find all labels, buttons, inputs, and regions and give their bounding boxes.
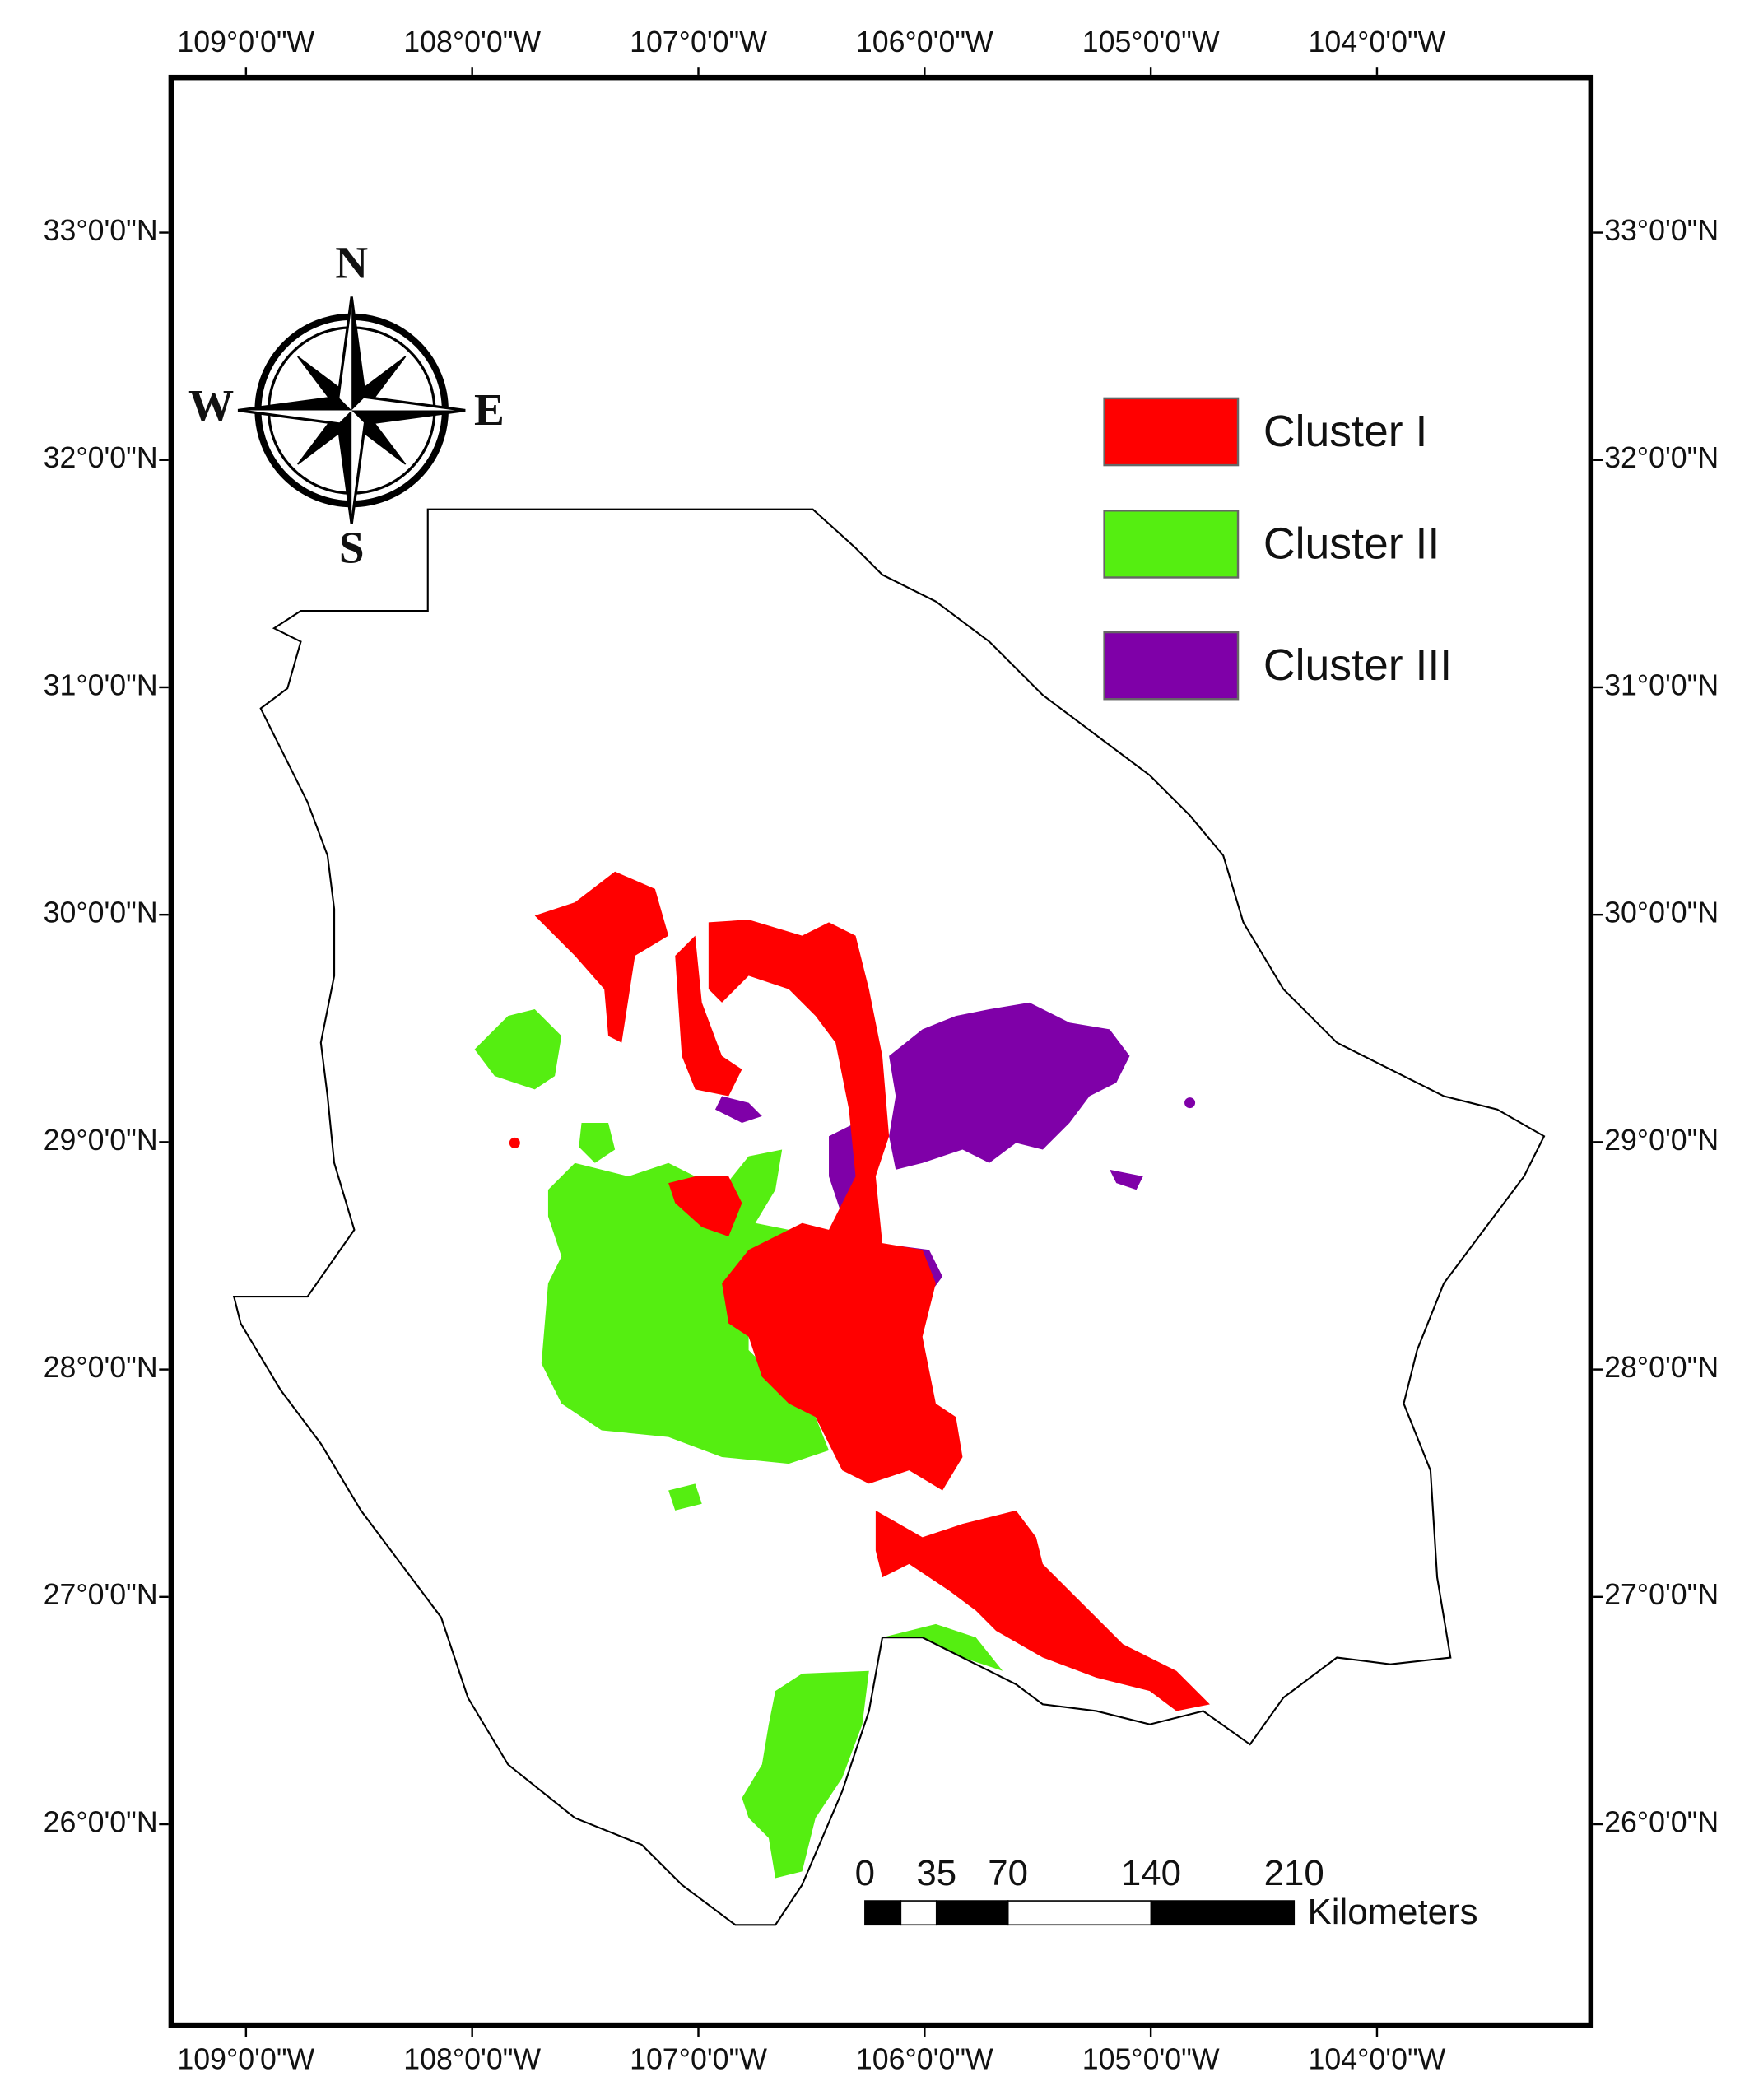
compass-west: W (188, 380, 234, 431)
scale-segment (864, 1900, 902, 1926)
latitude-label: 33°0'0"N (1604, 214, 1719, 247)
cluster-area (668, 1483, 702, 1511)
scale-tick-label: 140 (1121, 1853, 1181, 1893)
legend: Cluster I Cluster II Cluster III (1103, 397, 1452, 701)
cluster-area (875, 1510, 1210, 1711)
cluster-area (579, 1122, 616, 1163)
legend-swatch (1103, 397, 1240, 467)
longitude-label: 107°0'0"W (630, 2042, 767, 2075)
coordinate-labels: 109°0'0"W 109°0'0"W 108°0'0"W 108°0'0"W 107°… (44, 26, 1719, 2075)
latitude-label: 31°0'0"N (1604, 668, 1719, 701)
cluster-area (714, 1096, 762, 1123)
longitude-label: 106°0'0"W (856, 2042, 993, 2075)
compass-south: S (339, 522, 365, 572)
cluster-area (534, 871, 669, 1043)
compass-north: N (335, 237, 368, 287)
legend-swatch (1103, 510, 1240, 579)
latitude-label: 33°0'0"N (44, 214, 158, 247)
longitude-label: 106°0'0"W (856, 26, 993, 58)
longitude-label: 104°0'0"W (1309, 26, 1446, 58)
compass-rose: N S W E (188, 237, 505, 572)
scale-tick-label: 0 (855, 1853, 875, 1893)
latitude-label: 27°0'0"N (44, 1578, 158, 1611)
compass-star (238, 296, 466, 524)
scale-segment (900, 1900, 937, 1926)
cluster-i-areas (509, 871, 1210, 1711)
latitude-label: 26°0'0"N (1604, 1805, 1719, 1838)
scale-tick-label: 210 (1264, 1853, 1324, 1893)
longitude-label: 109°0'0"W (177, 26, 314, 58)
latitude-label: 32°0'0"N (44, 441, 158, 474)
cluster-area (668, 1176, 742, 1237)
cluster-area (509, 1137, 520, 1148)
cluster-area (1184, 1097, 1196, 1109)
longitude-label: 104°0'0"W (1309, 2042, 1446, 2075)
longitude-label: 109°0'0"W (177, 2042, 314, 2075)
latitude-label: 30°0'0"N (1604, 896, 1719, 929)
longitude-label: 105°0'0"W (1082, 2042, 1220, 2075)
cluster-area (1110, 1169, 1143, 1190)
latitude-label: 29°0'0"N (1604, 1124, 1719, 1157)
map-frame (168, 74, 1594, 2028)
scale-unit: Kilometers (1308, 1892, 1478, 1932)
scale-tick-label: 35 (916, 1853, 956, 1893)
latitude-label: 29°0'0"N (44, 1124, 158, 1157)
longitude-label: 105°0'0"W (1082, 26, 1220, 58)
longitude-label: 108°0'0"W (403, 26, 541, 58)
legend-label: Cluster I (1263, 407, 1428, 456)
scale-segment (935, 1900, 1009, 1926)
state-outline (232, 508, 1546, 1926)
legend-swatch (1103, 631, 1240, 701)
longitude-label: 108°0'0"W (403, 2042, 541, 2075)
latitude-label: 26°0'0"N (44, 1805, 158, 1838)
compass-east: E (474, 384, 505, 435)
cluster-area (708, 920, 963, 1491)
legend-label: Cluster II (1263, 519, 1440, 568)
latitude-label: 30°0'0"N (44, 896, 158, 929)
longitude-label: 107°0'0"W (630, 26, 767, 58)
latitude-label: 31°0'0"N (44, 668, 158, 701)
cluster-area (541, 1149, 830, 1464)
latitude-label: 28°0'0"N (44, 1351, 158, 1384)
latitude-label: 27°0'0"N (1604, 1578, 1719, 1611)
scale-tick-label: 70 (988, 1853, 1028, 1893)
legend-label: Cluster III (1263, 640, 1452, 690)
latitude-label: 32°0'0"N (1604, 441, 1719, 474)
cluster-area (675, 935, 742, 1097)
cluster-area (889, 1002, 1130, 1170)
cluster-area (474, 1008, 562, 1090)
scale-segment (1007, 1900, 1152, 1926)
scale-segment (1150, 1900, 1296, 1926)
latitude-label: 28°0'0"N (1604, 1351, 1719, 1384)
cluster-area (742, 1670, 869, 1879)
